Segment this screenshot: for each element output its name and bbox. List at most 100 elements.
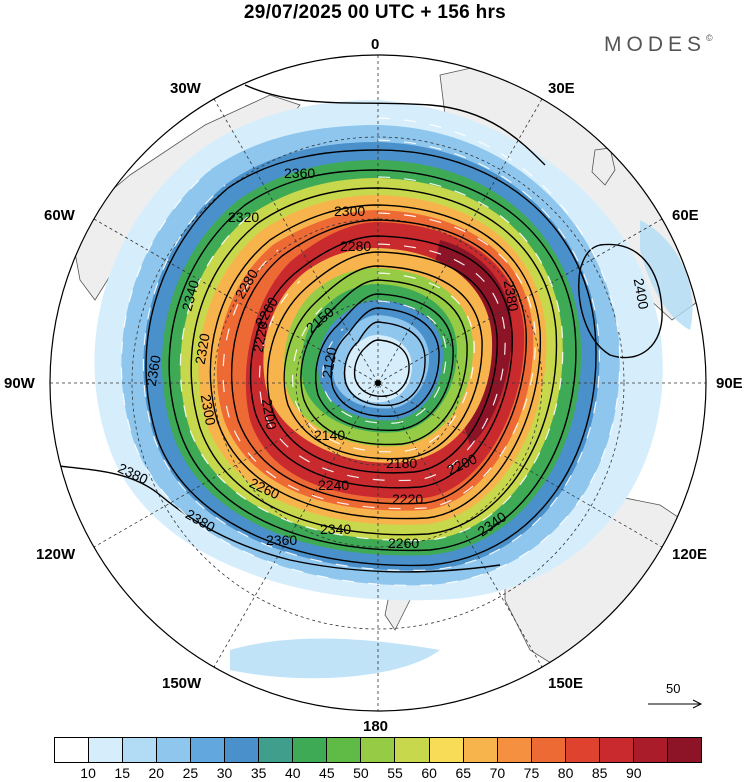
colorbar-tick-label: 20 [148,765,165,781]
contour-2320 [190,187,558,536]
streamline-7 [120,117,621,586]
colorbar-swatch-3 [157,738,192,762]
longitude-label-150w: 150W [162,675,202,692]
contour-2200 [300,279,468,446]
colorbar-tick-label: 60 [421,765,437,781]
contour-label: 2220 [392,491,423,507]
contour-2180 [315,293,454,431]
colorbar-tick-label: 10 [80,765,96,781]
longitude-label-150e: 150E [548,675,584,692]
colorbar-tick-label: 45 [319,765,335,781]
longitude-label-30e: 30E [548,80,575,97]
contour-2120 [353,339,410,397]
reference-vector-head [692,699,703,709]
colorbar-tick-label: 55 [387,765,403,781]
contour-2380-outer [244,84,546,166]
colorbar-swatch-11 [429,738,464,762]
wind-patch-east [640,220,693,330]
contour-label: 2140 [314,427,345,443]
contour-label: 2380 [501,279,522,313]
contour-label: 2360 [284,165,315,181]
streamline-5 [322,300,447,424]
colorbar-tick-label: 50 [353,765,369,781]
latitude-circle-30 [131,136,625,630]
colorbar-tick-label: 65 [455,765,472,781]
contour-2300 [209,204,542,520]
colorbar-swatch-18 [667,738,701,762]
contour-label: 2200 [259,397,280,431]
contour-2140 [343,321,426,407]
longitude-label-60w: 60W [44,207,75,224]
longitude-label-120e: 120E [672,546,708,563]
colorbar-tick-label: 70 [489,765,506,781]
reference-vector-label: 50 [666,681,681,696]
south-pole-marker [375,380,381,386]
colorbar-swatch-8 [327,738,362,762]
colorbar-swatch-13 [497,738,532,762]
contour-label: 2260 [388,535,419,551]
contour-label: 2280 [340,238,371,254]
streamline-6 [142,139,600,572]
wind-patch-south [230,638,440,679]
wind-speed-colorbar [54,737,702,763]
longitude-label-90w: 90W [4,375,35,392]
contour-2150 [330,307,440,417]
contour-label-group: 2360 2300 2320 2280 2340 2280 2260 2320 … [116,165,652,551]
colorbar-tick-label: 90 [625,765,642,781]
contour-2360 [145,149,597,567]
longitude-label-90e: 90E [716,375,743,392]
contour-2340 [168,169,577,552]
colorbar-swatch-16 [599,738,634,762]
contour-label: 2400 [631,277,652,311]
meridian-30e-150w [213,98,543,668]
height-contours [50,84,663,573]
longitude-label-30w: 30W [170,80,201,97]
contour-2380-sw [50,464,501,573]
graticule [50,55,706,711]
contour-2400 [578,243,663,359]
contour-label: 2300 [198,393,219,427]
colorbar-tick-label: 35 [250,765,267,781]
colorbar-swatch-2 [123,738,158,762]
copyright-mark: © [706,33,713,43]
colorbar-swatch-7 [293,738,328,762]
streamline-2 [222,212,536,510]
colorbar-swatch-0 [55,738,90,762]
colorbar-swatch-1 [89,738,124,762]
contour-2260 [249,235,513,489]
colorbar-tick-label: 75 [523,765,540,781]
contour-label: 2180 [386,455,417,471]
meridian-30w-150e [213,98,543,668]
meridian-60w-120e [93,218,663,548]
longitude-label-180: 180 [363,718,389,735]
meridian-60e-120w [93,218,663,548]
longitude-label-60e: 60E [672,207,699,224]
longitude-label-120w: 120W [36,546,76,563]
brand-text: MODES [604,33,707,56]
streamline-4 [292,272,475,453]
colorbar-swatch-6 [259,738,294,762]
contour-label: 2340 [179,278,203,312]
colorbar-tick-label: 30 [216,765,233,781]
contour-2280 [230,219,527,505]
colorbar-tick-label: 15 [114,765,130,781]
contour-label: 2320 [228,209,259,225]
colorbar-swatch-12 [463,738,498,762]
contour-label: 2360 [266,532,297,548]
contour-label: 2240 [318,477,349,493]
colorbar-tick-label: 85 [591,765,608,781]
contour-2220 [283,265,483,460]
colorbar-swatch-4 [191,738,226,762]
colorbar-swatch-10 [395,738,430,762]
map-boundary [49,54,707,712]
colorbar-swatch-15 [565,738,600,762]
colorbar-tick-label: 40 [284,765,301,781]
reference-vector [648,699,703,709]
contour-label: 2220 [250,320,271,354]
colorbar-tick-label: 25 [182,765,199,781]
longitude-label-0: 0 [371,36,380,53]
contour-label: 2320 [192,332,213,366]
colorbar-swatch-5 [225,738,260,762]
contour-label: 2340 [320,521,351,537]
